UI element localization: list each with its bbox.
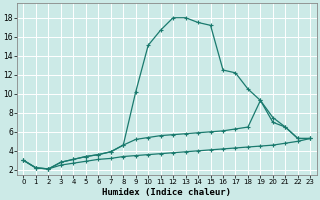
X-axis label: Humidex (Indice chaleur): Humidex (Indice chaleur) bbox=[102, 188, 231, 197]
